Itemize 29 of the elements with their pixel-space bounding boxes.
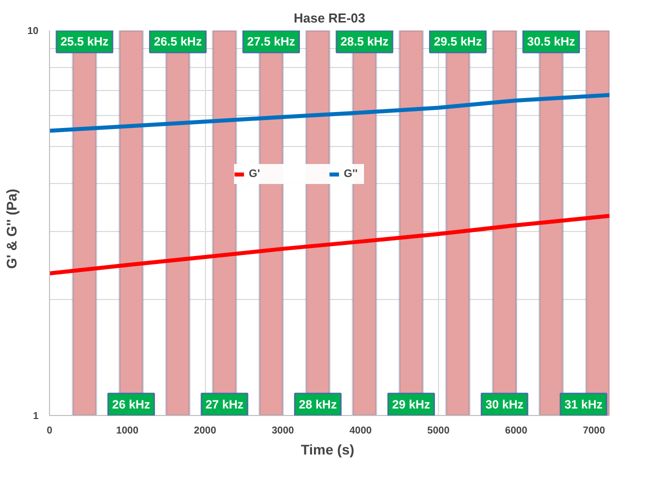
band-label: 25.5 kHz — [60, 34, 109, 48]
band-label: 27 kHz — [205, 398, 244, 412]
band-label: 27.5 kHz — [247, 34, 296, 48]
y-tick-label: 10 — [27, 26, 39, 37]
x-axis-title: Time (s) — [300, 442, 354, 458]
x-tick-label: 5000 — [427, 426, 450, 436]
band-label: 26.5 kHz — [154, 34, 202, 48]
x-tick-label: 2000 — [194, 426, 217, 436]
band-label: 31 kHz — [564, 398, 603, 412]
band-label: 26 kHz — [112, 398, 150, 412]
line-series — [50, 92, 610, 133]
x-tick-label: 1000 — [116, 426, 139, 436]
chart-title: Hase RE-03 — [294, 10, 366, 26]
legend-label: G'' — [344, 168, 359, 180]
x-tick-label: 3000 — [272, 426, 294, 436]
x-tick-label: 4000 — [349, 426, 372, 436]
y-tick-label: 1 — [32, 411, 39, 422]
band-label: 29.5 kHz — [434, 34, 482, 48]
band-label: 28 kHz — [298, 398, 337, 412]
x-tick-label: 0 — [46, 426, 53, 436]
x-tick-label: 6000 — [505, 426, 528, 436]
band-label: 28.5 kHz — [340, 34, 389, 48]
y-axis-title: G' & G'' (Pa) — [3, 188, 20, 269]
band-label: 30 kHz — [485, 398, 524, 412]
line-series — [50, 214, 610, 276]
band-label: 29 kHz — [392, 398, 430, 412]
legend-label: G' — [248, 168, 261, 180]
band-label: 30.5 kHz — [527, 34, 576, 48]
x-tick-label: 7000 — [582, 426, 606, 436]
